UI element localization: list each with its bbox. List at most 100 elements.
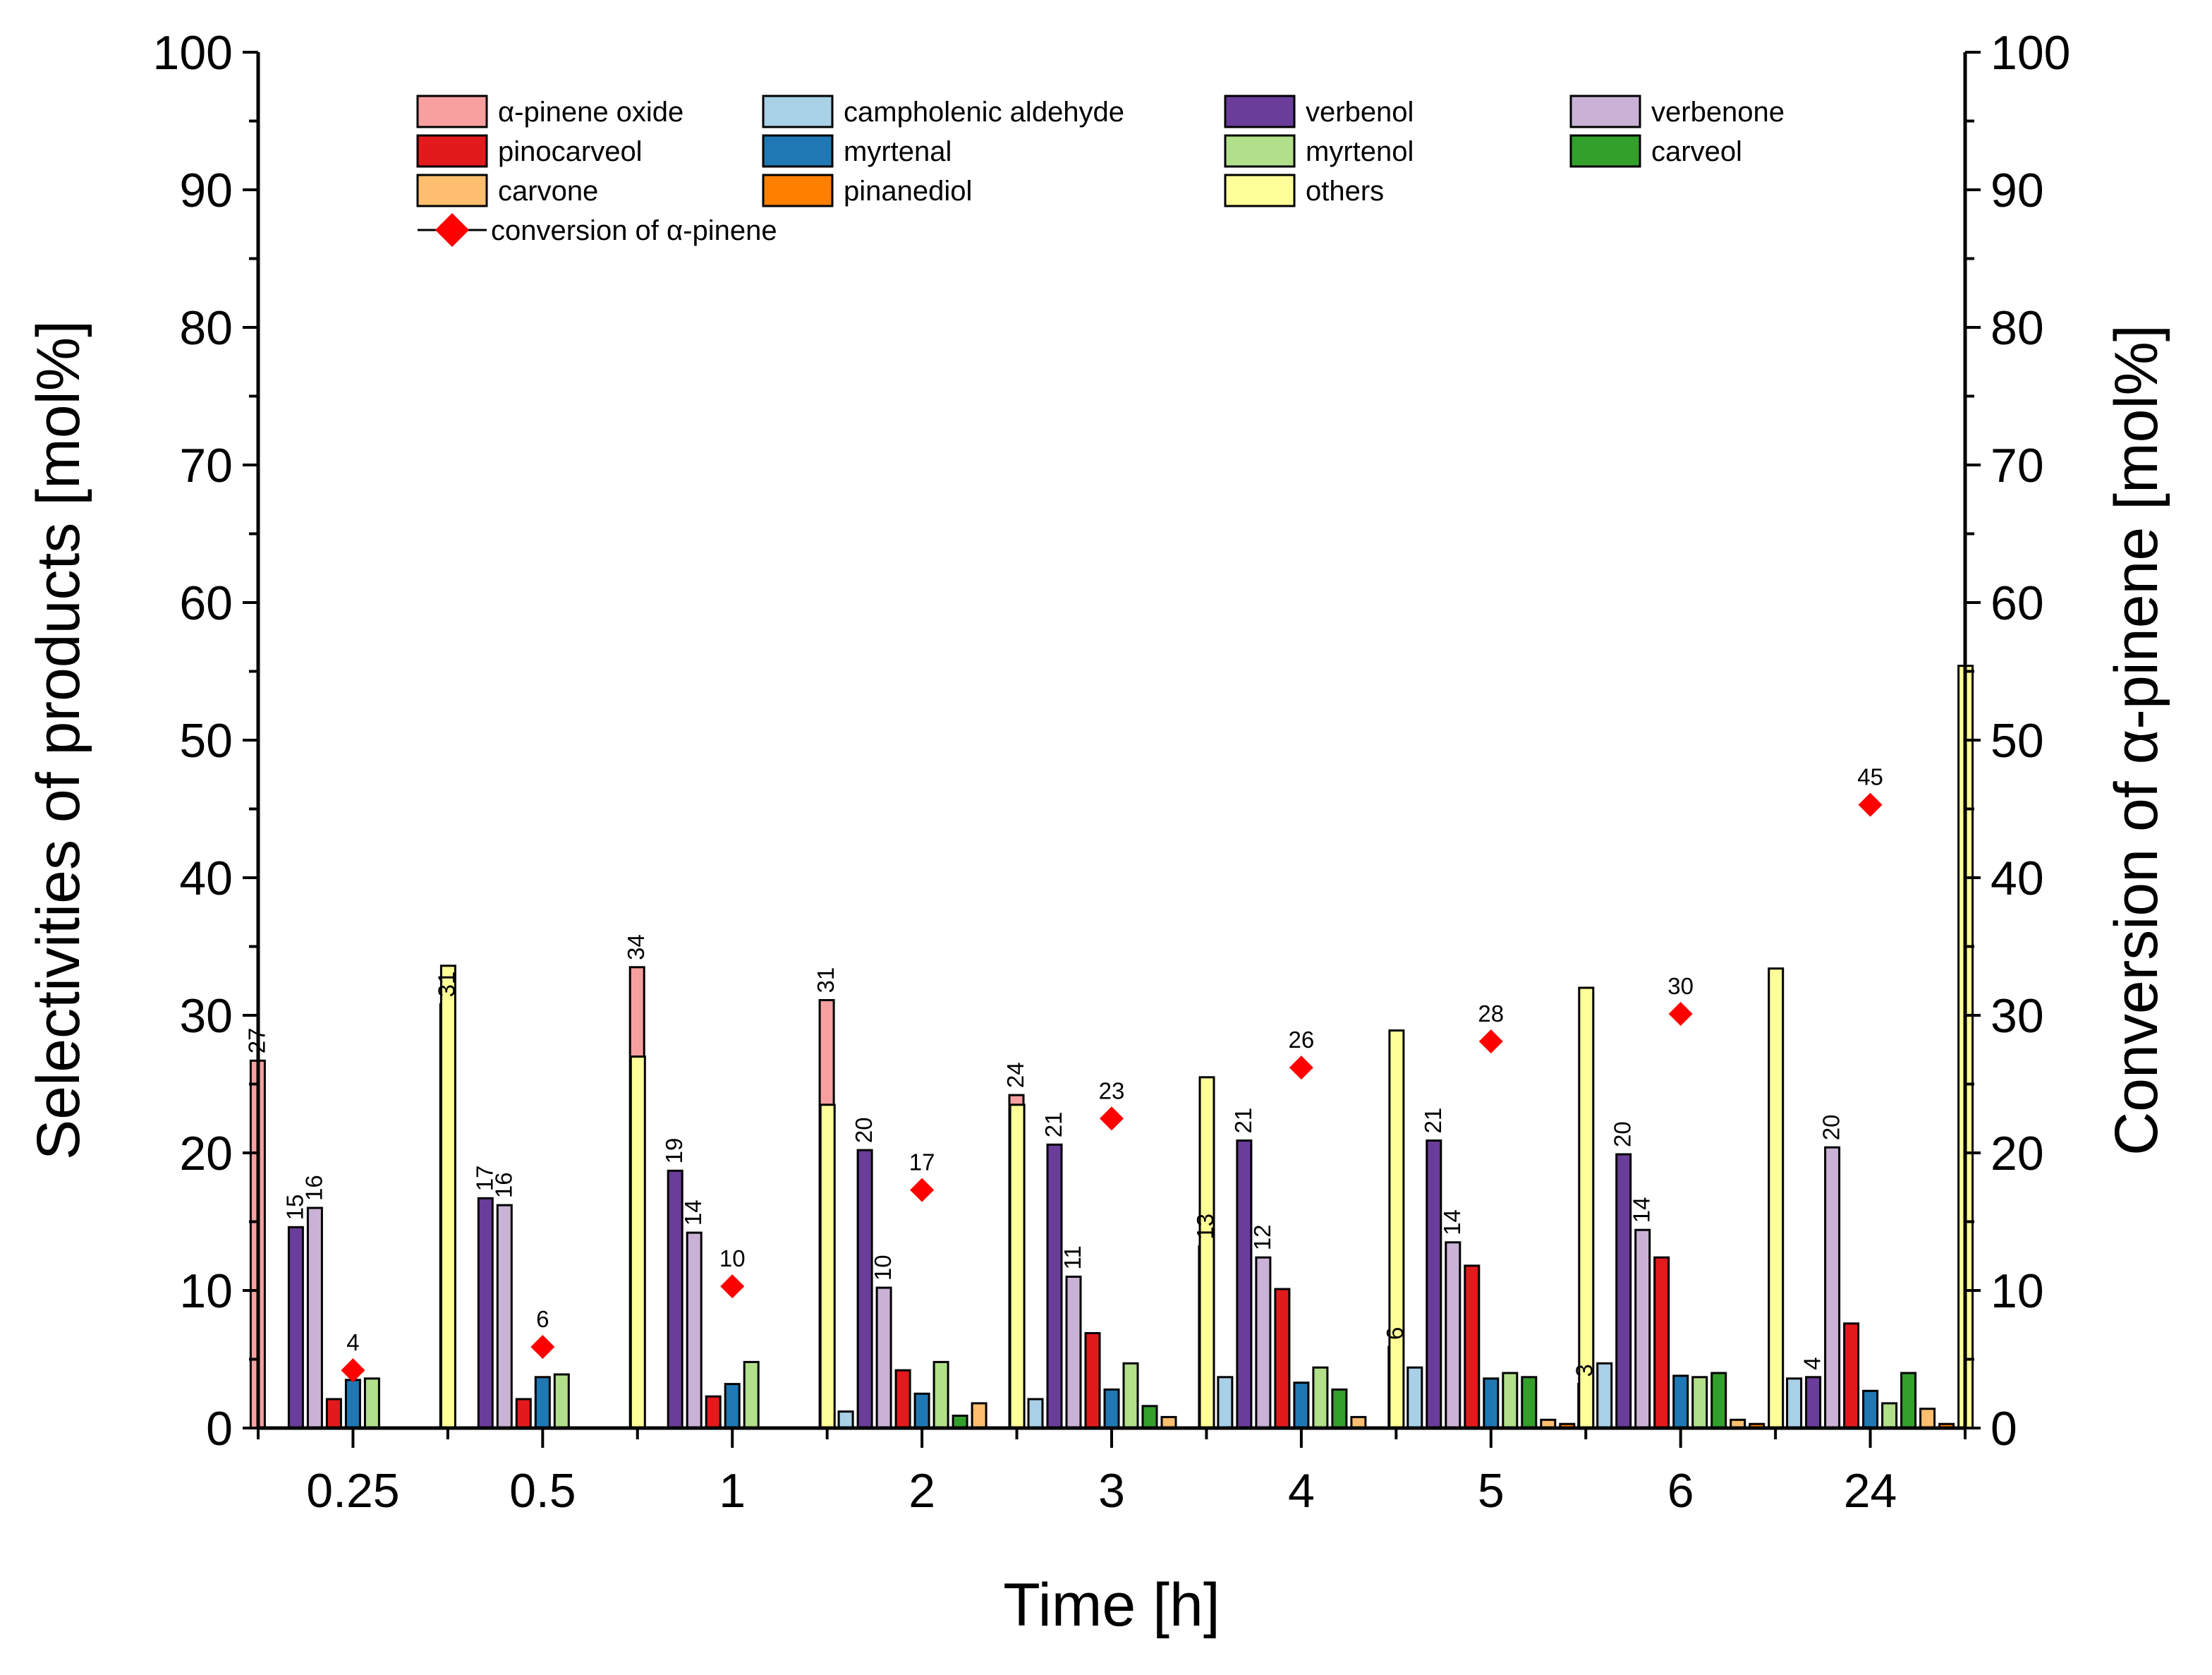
y-tick-label-left-1: 10	[179, 1264, 233, 1318]
bar-6-1	[553, 1373, 570, 1429]
legend-swatch-6	[1224, 134, 1296, 168]
conversion-layer: 4 6 10 17 23 26 28 30 45	[341, 764, 1883, 1383]
bar-label-0-6: 6	[1382, 1327, 1408, 1340]
bar-label-0-7: 3	[1572, 1364, 1598, 1377]
y-tick-label-left-10: 100	[153, 26, 233, 80]
bar-3-6	[1445, 1241, 1462, 1429]
conversion-label-3: 17	[909, 1149, 935, 1175]
bar-label-2-8: 4	[1799, 1357, 1825, 1369]
x-tick-label-6: 5	[1478, 1464, 1505, 1518]
y-tick-label-left-9: 90	[179, 164, 233, 217]
legend-conversion-marker	[435, 213, 469, 247]
bar-8-3	[971, 1402, 988, 1429]
x-tick-label-2: 1	[719, 1464, 746, 1518]
legend-label-0: α-pinene oxide	[498, 97, 683, 128]
bar-5-0	[344, 1379, 361, 1429]
conversion-marker-8	[1858, 792, 1883, 817]
conversion-marker-6	[1478, 1029, 1503, 1054]
x-axis-title: Time [h]	[1003, 1571, 1220, 1639]
bar-label-3-8: 20	[1818, 1114, 1845, 1140]
bar-10-0	[439, 965, 456, 1429]
bar-label-2-6: 21	[1420, 1108, 1446, 1134]
conversion-label-8: 45	[1857, 764, 1883, 790]
bar-5-5	[1293, 1381, 1310, 1429]
bar-7-5	[1331, 1388, 1348, 1429]
bar-2-8	[1805, 1376, 1822, 1429]
bar-6-7	[1691, 1376, 1708, 1429]
y-tick-label-right-0: 0	[1991, 1402, 2017, 1456]
y-tick-label-right-6: 60	[1991, 576, 2044, 630]
y-tick-label-right-7: 70	[1991, 439, 2044, 492]
bar-label-0-3: 31	[813, 967, 839, 993]
bar-label-2-5: 21	[1230, 1108, 1256, 1134]
bar-label-0-5: 13	[1192, 1214, 1218, 1240]
y-tick-label-right-3: 30	[1991, 989, 2044, 1043]
bar-3-3	[875, 1286, 892, 1429]
bar-label-3-1: 16	[490, 1172, 516, 1198]
bar-3-8	[1824, 1146, 1841, 1429]
conversion-marker-3	[910, 1178, 935, 1202]
y-tick-label-left-4: 40	[179, 852, 233, 905]
y-tick-label-right-8: 80	[1991, 301, 2044, 355]
bar-2-0	[287, 1226, 304, 1429]
x-tick-label-4: 3	[1098, 1464, 1125, 1518]
legend-label-5: myrtenal	[844, 136, 952, 167]
bar-label-2-3: 20	[851, 1117, 877, 1143]
legend-swatch-2	[1224, 95, 1296, 128]
legend-label-4: pinocarveol	[498, 136, 643, 167]
conversion-marker-7	[1668, 1002, 1693, 1027]
bar-label-3-3: 10	[870, 1254, 896, 1281]
bar-1-3	[837, 1410, 854, 1429]
bar-3-4	[1065, 1276, 1082, 1429]
conversion-marker-4	[1100, 1106, 1124, 1131]
bar-label-3-4: 11	[1059, 1245, 1086, 1269]
x-tick-label-5: 4	[1288, 1464, 1315, 1518]
legend-swatch-7	[1569, 134, 1641, 168]
bar-7-7	[1710, 1372, 1727, 1429]
bar-label-0-1: 31	[433, 972, 459, 998]
conversion-label-2: 10	[719, 1245, 746, 1271]
bar-5-1	[534, 1376, 551, 1429]
bar-label-2-2: 19	[661, 1138, 687, 1164]
bar-label-2-0: 15	[281, 1195, 308, 1221]
bar-10-5	[1388, 1029, 1405, 1429]
legend-label-8: carvone	[498, 176, 598, 207]
conversion-label-1: 6	[536, 1306, 549, 1332]
x-tick-label-8: 24	[1844, 1464, 1897, 1518]
bar-4-2	[705, 1395, 722, 1429]
bar-2-7	[1615, 1153, 1632, 1429]
legend-label-1: campholenic aldehyde	[844, 97, 1124, 128]
bar-4-3	[894, 1369, 911, 1429]
y-tick-label-left-3: 30	[179, 989, 233, 1043]
bar-1-8	[1786, 1377, 1803, 1429]
y-axis-title-left: Selectivities of products [mol%]	[25, 320, 92, 1160]
bar-5-4	[1103, 1388, 1120, 1429]
y-tick-label-left-2: 20	[179, 1127, 233, 1180]
bar-6-6	[1502, 1372, 1519, 1429]
bar-6-3	[932, 1360, 949, 1429]
bar-label-3-5: 12	[1249, 1224, 1275, 1250]
bar-6-4	[1122, 1362, 1139, 1429]
conversion-marker-0	[341, 1358, 365, 1383]
bar-3-5	[1255, 1256, 1272, 1429]
y-tick-label-right-9: 90	[1991, 164, 2044, 217]
bar-7-8	[1900, 1372, 1917, 1429]
y-tick-label-right-5: 50	[1991, 714, 2044, 768]
legend-label-7: carveol	[1651, 136, 1742, 167]
bar-2-4	[1046, 1143, 1063, 1429]
y-tick-label-right-2: 20	[1991, 1127, 2044, 1180]
legend-swatch-10	[1224, 174, 1296, 207]
bar-6-8	[1881, 1402, 1898, 1429]
bar-label-3-7: 14	[1629, 1197, 1655, 1223]
y-tick-label-left-7: 70	[179, 439, 233, 492]
bar-label-3-0: 16	[300, 1175, 327, 1201]
conversion-label-0: 4	[346, 1329, 359, 1355]
legend-swatch-5	[762, 134, 834, 168]
bar-4-7	[1653, 1256, 1670, 1429]
legend-label-9: pinanediol	[844, 176, 972, 207]
x-tick-label-1: 0.5	[509, 1464, 576, 1518]
y-tick-label-left-0: 0	[206, 1402, 233, 1456]
bar-6-5	[1312, 1366, 1329, 1429]
conversion-marker-1	[530, 1334, 555, 1359]
